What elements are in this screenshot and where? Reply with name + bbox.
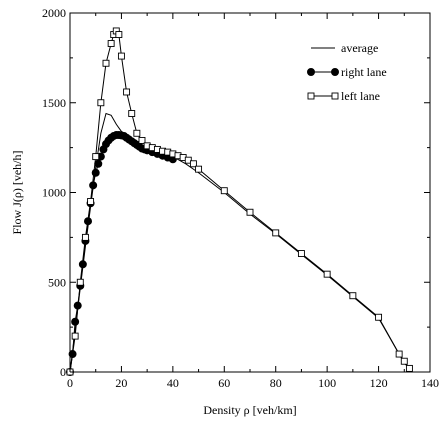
x-tick-label: 100 xyxy=(318,376,336,390)
legend: average right lane left lane xyxy=(306,41,387,103)
legend-marker-right-lane xyxy=(330,68,339,77)
data-point-left-lane xyxy=(133,129,141,137)
legend-marker-left-lane xyxy=(331,92,339,100)
x-tick-label: 60 xyxy=(218,376,230,390)
data-point-left-lane xyxy=(189,160,197,168)
legend-item-left-lane: left lane xyxy=(307,89,380,103)
x-tick-label: 120 xyxy=(370,376,388,390)
series-line-average xyxy=(69,112,410,373)
data-point-left-lane xyxy=(272,229,280,237)
x-axis-label: Density ρ [veh/km] xyxy=(203,403,296,417)
data-point-left-lane xyxy=(123,88,131,96)
data-point-left-lane xyxy=(76,278,84,286)
data-point-left-lane xyxy=(405,364,413,372)
data-point-left-lane xyxy=(92,153,100,161)
data-point-left-lane xyxy=(349,292,357,300)
x-tick-label: 140 xyxy=(421,376,439,390)
data-point-left-lane xyxy=(117,52,125,60)
y-tick-label: 500 xyxy=(48,275,66,289)
series-line-right-lane xyxy=(69,134,174,373)
x-tick-label: 20 xyxy=(115,376,127,390)
data-point-left-lane xyxy=(107,40,115,47)
data-point-left-lane xyxy=(97,99,105,107)
data-point-right-lane xyxy=(71,317,80,326)
x-tick-label: 0 xyxy=(67,376,73,390)
legend-marker-left-lane xyxy=(307,92,315,100)
data-point-left-lane xyxy=(115,31,123,38)
y-axis-label: Flow J(ρ) [veh/h] xyxy=(10,151,24,235)
data-point-left-lane xyxy=(81,233,89,241)
data-point-left-lane xyxy=(71,332,79,340)
data-point-left-lane xyxy=(195,165,203,173)
series-left-lane xyxy=(66,27,413,376)
data-point-left-lane xyxy=(323,270,331,278)
data-point-left-lane xyxy=(128,110,136,117)
series-right-lane xyxy=(66,131,177,376)
data-point-left-lane xyxy=(220,187,228,195)
legend-label-average: average xyxy=(341,41,378,55)
plot-area xyxy=(66,12,431,376)
legend-item-right-lane: right lane xyxy=(306,65,387,79)
legend-marker-right-lane xyxy=(306,68,315,77)
data-point-left-lane xyxy=(246,208,254,216)
x-tick-label: 40 xyxy=(167,376,179,390)
data-point-left-lane xyxy=(395,350,403,358)
y-tick-label: 2000 xyxy=(42,6,66,20)
data-point-left-lane xyxy=(184,156,192,164)
legend-label-left-lane: left lane xyxy=(341,89,380,103)
y-tick-label: 0 xyxy=(60,365,66,379)
x-tick-label: 80 xyxy=(270,376,282,390)
data-point-left-lane xyxy=(375,313,383,321)
data-point-left-lane xyxy=(297,250,305,257)
x-axis-ticks: 0 20 40 60 80 100 120 140 xyxy=(67,13,439,390)
data-point-right-lane xyxy=(94,159,103,168)
series-line-left-lane xyxy=(69,30,410,373)
data-point-left-lane xyxy=(102,59,110,67)
y-tick-label: 1500 xyxy=(42,96,66,110)
y-axis-ticks: 0 500 1000 1500 2000 xyxy=(42,6,430,379)
legend-item-average: average xyxy=(311,41,378,55)
data-point-left-lane xyxy=(138,136,146,144)
data-point-left-lane xyxy=(87,198,95,205)
y-tick-label: 1000 xyxy=(42,186,66,200)
data-point-left-lane xyxy=(400,357,408,365)
legend-label-right-lane: right lane xyxy=(341,65,387,79)
series-average xyxy=(69,112,410,373)
